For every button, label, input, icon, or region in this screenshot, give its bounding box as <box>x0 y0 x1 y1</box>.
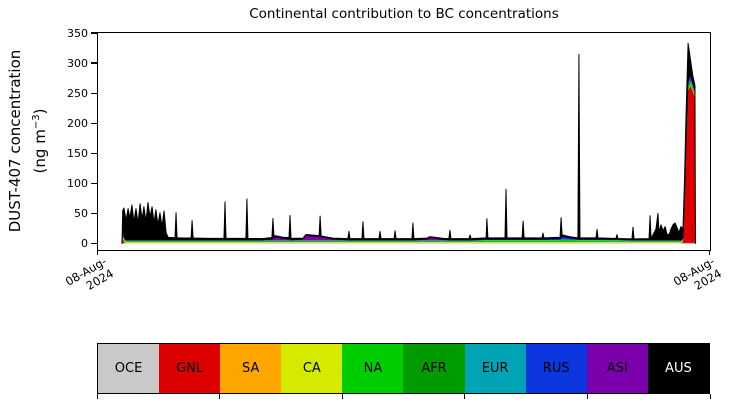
x-tick-label-right: 08-Aug-2024 <box>670 254 724 293</box>
legend-item-oce: OCE <box>98 344 160 393</box>
legend-item-rus: RUS <box>525 344 587 393</box>
legend-item-label: AFR <box>421 361 447 376</box>
layer-eur <box>121 80 696 244</box>
legend-item-ca: CA <box>281 344 343 393</box>
y-tick <box>91 62 97 64</box>
layer-rus <box>121 78 696 244</box>
y-axis-label: DUST-407 concentration (ng m−3) <box>5 0 49 291</box>
layer-ca <box>121 84 696 244</box>
legend-item-aus: AUS <box>647 344 709 393</box>
y-tick-label: 250 <box>67 86 88 100</box>
y-axis-unit-pre: (ng m <box>31 129 49 174</box>
legend-item-label: GNL <box>176 361 204 376</box>
y-tick <box>91 152 97 154</box>
y-tick <box>91 242 97 245</box>
chart-title: Continental contribution to BC concentra… <box>249 6 559 22</box>
legend-item-label: RUS <box>542 361 570 376</box>
y-axis-unit-exponent: −3 <box>31 114 42 130</box>
y-axis-label-line1: DUST-407 concentration <box>6 49 24 233</box>
x-tick-left <box>97 250 99 255</box>
layer-aus <box>121 42 696 244</box>
legend-tick <box>341 393 343 399</box>
legend-item-label: NA <box>363 361 383 376</box>
legend-item-gnl: GNL <box>159 344 221 393</box>
layer-afr <box>121 80 696 244</box>
layer-asi <box>121 75 696 244</box>
y-axis-unit-post: ) <box>31 108 49 115</box>
y-tick-label: 300 <box>67 56 88 70</box>
legend-item-asi: ASI <box>586 344 648 393</box>
stacked-area-chart <box>121 42 696 244</box>
legend-bar: OCE GNL SA CA NA AFR EUR RUS ASI AUS <box>97 343 710 394</box>
layer-sa <box>121 85 696 244</box>
legend-item-afr: AFR <box>403 344 465 393</box>
layer-gnl <box>121 85 696 244</box>
y-tick-label: 50 <box>74 206 88 220</box>
legend-item-label: AUS <box>665 361 692 376</box>
y-tick <box>91 92 97 94</box>
plot-area-border <box>97 32 711 251</box>
x-tick-right <box>708 250 710 255</box>
y-tick <box>91 32 97 34</box>
x-tick-label-left: 08-Aug-2024 <box>62 254 116 293</box>
legend-item-sa: SA <box>220 344 282 393</box>
y-tick-label: 200 <box>67 116 88 130</box>
legend-item-label: OCE <box>114 361 143 376</box>
legend-tick <box>96 393 98 399</box>
legend-item-eur: EUR <box>464 344 526 393</box>
y-tick-label: 100 <box>67 176 88 190</box>
y-tick-label: 150 <box>67 146 88 160</box>
legend-item-label: ASI <box>606 361 628 376</box>
legend-item-label: CA <box>302 361 321 376</box>
legend-tick <box>219 393 221 399</box>
y-tick <box>91 182 97 184</box>
legend-tick <box>464 393 466 399</box>
y-tick-label: 0 <box>81 237 88 250</box>
y-tick-label: 350 <box>67 26 88 40</box>
legend-tick <box>586 393 589 399</box>
layer-na <box>121 81 696 244</box>
y-tick <box>91 212 97 215</box>
legend-item-na: NA <box>342 344 404 393</box>
legend-item-label: SA <box>242 361 260 376</box>
legend-item-label: EUR <box>481 361 509 376</box>
legend-tick <box>709 393 711 399</box>
y-tick <box>91 122 97 124</box>
